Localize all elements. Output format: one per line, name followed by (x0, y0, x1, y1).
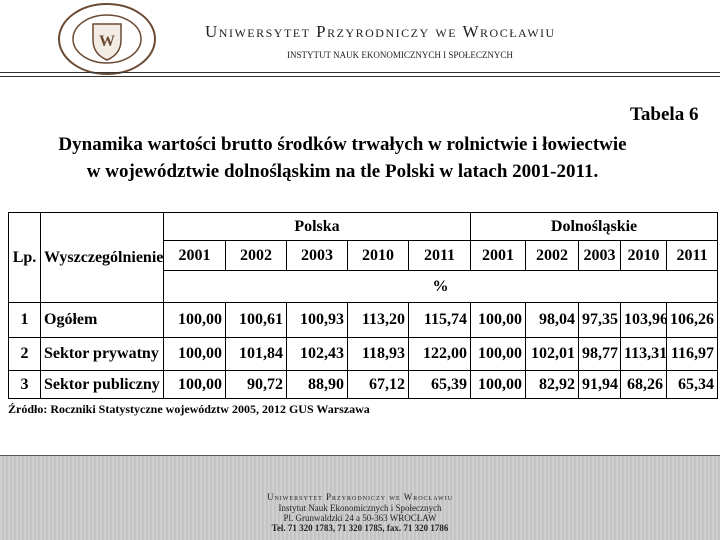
table-cell: 100,00 (470, 302, 526, 338)
table-cell: Sektor publiczny (40, 370, 164, 399)
table-cell: 2003 (578, 240, 621, 271)
table-cell: 102,43 (286, 337, 348, 371)
table-cell: Wyszczególnienie (40, 212, 164, 303)
table-cell: 100,00 (470, 370, 526, 399)
table-cell: 90,72 (225, 370, 287, 399)
table-title: w województwie dolnośląskim na tle Polsk… (86, 161, 599, 182)
table-cell: 1 (8, 302, 41, 338)
table-cell: 113,31 (620, 337, 667, 371)
table-cell: 67,12 (347, 370, 409, 399)
table-cell: 98,04 (525, 302, 579, 338)
table-cell: 2011 (665, 240, 719, 271)
table-cell: 100,61 (225, 302, 287, 338)
table-row: 2001 2002 2003 2010 2011 2001 2002 2003 2010 2011 (9, 240, 719, 271)
header-subtitle: INSTYTUT NAUK EKONOMICZNYCH I SPOŁECZNYC… (287, 50, 513, 60)
header-rule (0, 72, 720, 73)
table-cell: 2002 (525, 240, 579, 271)
table-cell: 2001 (163, 240, 226, 271)
table-cell: Sektor prywatny (40, 337, 164, 371)
table-cell: Lp. (8, 212, 41, 303)
table-cell: 2003 (286, 240, 348, 271)
table-cell: 102,01 (525, 337, 579, 371)
table-cell: 97,35 (578, 302, 621, 338)
table-cell: Polska (163, 212, 471, 241)
table-row: 2 Sektor prywatny 100,00 101,84 102,43 118,93… (8, 337, 719, 371)
table-label: Tabela 6 (630, 104, 699, 125)
table-cell: 68,26 (620, 370, 667, 399)
table-cell: 98,77 (578, 337, 621, 371)
table-cell: Ogółem (40, 302, 164, 338)
table-cell: 103,96 (620, 302, 667, 338)
table-cell: 101,84 (225, 337, 287, 371)
table-cell: 65,34 (665, 370, 719, 399)
table-cell: 122,00 (408, 337, 471, 371)
table-title: Dynamika wartości brutto środków trwałyc… (58, 134, 627, 155)
table-cell: 100,00 (163, 337, 226, 371)
table-cell: 113,20 (347, 302, 409, 338)
table-cell: Dolnośląskie (469, 212, 719, 241)
source-note: Źródło: Roczniki Statystyczne województw… (8, 402, 370, 416)
table-row: 1 Ogółem 100,00 100,61 100,93 113,20 115,74 100… (8, 302, 719, 338)
header-rule (0, 76, 720, 77)
table-cell: 2001 (470, 240, 526, 271)
table-cell: 82,92 (525, 370, 579, 399)
footer-line: Uniwersytet Przyrodniczy we Wrocławiu (266, 492, 454, 502)
table-cell: 2011 (408, 240, 471, 271)
table-cell: 2010 (620, 240, 667, 271)
table-cell: 100,00 (163, 370, 226, 399)
footer-line: Tel. 71 320 1783, 71 320 1785, fax. 71 3… (271, 523, 449, 533)
logo: W (58, 3, 156, 75)
table-cell: 100,00 (470, 337, 526, 371)
table-cell: 2002 (225, 240, 287, 271)
table-cell: 2 (8, 337, 41, 371)
table-cell: 65,39 (408, 370, 471, 399)
table-cell: 91,94 (578, 370, 621, 399)
table-cell: 118,93 (347, 337, 409, 371)
footer: Uniwersytet Przyrodniczy we Wrocławiu Ins… (0, 455, 720, 540)
table-row: Lp. Wyszczególnienie Polska Dolnośląskie (8, 212, 719, 303)
footer-line: Pl. Grunwaldzki 24 a 50-363 WROCŁAW (283, 513, 437, 523)
table-cell: 2010 (347, 240, 409, 271)
footer-rule (0, 455, 720, 456)
table-row: 3 Sektor publiczny 100,00 90,72 88,90 67,12 65… (8, 370, 719, 399)
table-cell: 100,00 (163, 302, 226, 338)
svg-text:W: W (99, 33, 115, 50)
table-cell: 115,74 (408, 302, 471, 338)
table-cell: 3 (8, 370, 41, 399)
data-table: Lp. Wyszczególnienie Polska Dolnośląskie 200… (8, 212, 719, 399)
table-cell: % (162, 270, 719, 303)
table-cell: 116,97 (665, 337, 719, 371)
table-cell: 106,26 (665, 302, 719, 338)
header-title: Uniwersytet Przyrodniczy we Wrocławiu (205, 22, 556, 41)
footer-line: Instytut Nauk Ekonomicznych i Społecznyc… (278, 503, 442, 513)
table-cell: 100,93 (286, 302, 348, 338)
table-cell: 88,90 (286, 370, 348, 399)
table-row: % (9, 270, 719, 303)
